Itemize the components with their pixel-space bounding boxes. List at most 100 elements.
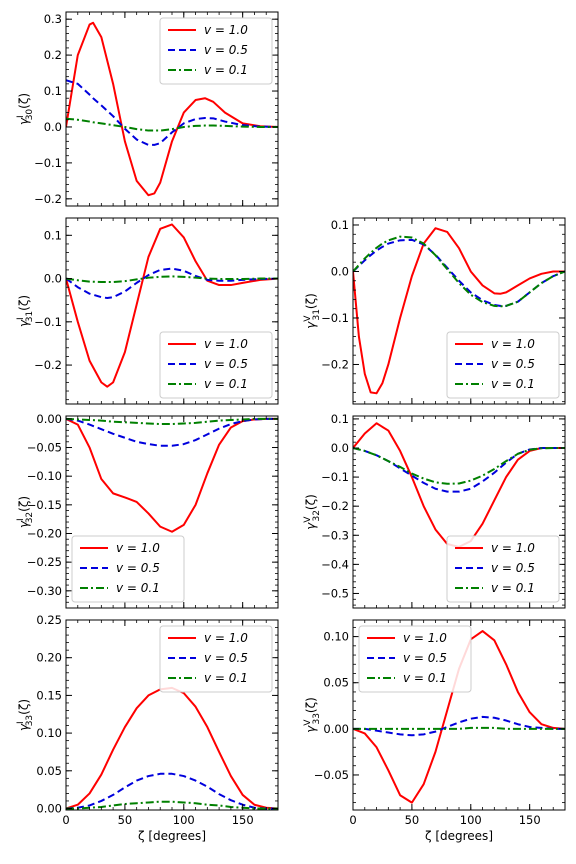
- series-line-v01: [353, 448, 565, 484]
- y-axis-label: γV31(ζ): [303, 293, 322, 329]
- xtick-label: 100: [460, 813, 482, 827]
- ylabel-argument: (ζ): [17, 93, 31, 109]
- xtick-label: 50: [118, 813, 133, 827]
- legend-label: v = 0.1: [204, 671, 248, 685]
- series-line-v05: [353, 448, 565, 492]
- ytick-label: −0.20: [27, 526, 62, 540]
- ytick-label: −0.05: [314, 768, 349, 782]
- ylabel-argument: (ζ): [304, 494, 318, 510]
- ytick-label: 0.05: [323, 676, 349, 690]
- legend-label: v = 1.0: [204, 631, 248, 645]
- legend-label: v = 0.5: [204, 651, 248, 665]
- ytick-label: 0.00: [36, 412, 62, 426]
- ylabel-subscript: 32: [312, 510, 322, 521]
- ylabel-argument: (ζ): [17, 699, 31, 715]
- ytick-label: −0.4: [321, 557, 349, 571]
- panel-gI32: −0.30 −0.25 −0.20 −0.15 −0.10 −0.05 0.00 γI32(ζ…: [16, 412, 278, 608]
- ytick-label: −0.5: [321, 586, 349, 600]
- ytick-label: 0.1: [44, 84, 62, 98]
- ytick-label: 0.10: [36, 726, 62, 740]
- legend-label: v = 1.0: [491, 541, 535, 555]
- legend-label: v = 0.1: [491, 581, 535, 595]
- ytick-label: −0.2: [321, 357, 349, 371]
- ytick-label: 0.1: [44, 228, 62, 242]
- y-axis-label: γI31(ζ): [16, 295, 35, 327]
- ytick-label: 0.0: [44, 120, 62, 134]
- legend: v = 1.0 v = 0.5 v = 0.1: [72, 536, 184, 602]
- ylabel-subscript: 33: [312, 713, 322, 724]
- legend: v = 1.0 v = 0.5 v = 0.1: [160, 626, 272, 692]
- legend-label: v = 0.1: [403, 671, 447, 685]
- legend-label: v = 0.5: [204, 43, 248, 57]
- ylabel-subscript: 32: [25, 512, 35, 523]
- legend: v = 1.0 v = 0.5 v = 0.1: [447, 332, 559, 398]
- legend-label: v = 0.5: [403, 651, 447, 665]
- ylabel-subscript: 31: [312, 309, 322, 320]
- series-line-v01: [353, 728, 565, 729]
- ylabel-argument: (ζ): [304, 697, 318, 713]
- ytick-label: −0.1: [34, 315, 62, 329]
- legend-label: v = 0.5: [491, 357, 535, 371]
- series-line-v01: [66, 276, 278, 282]
- ytick-label: 0.15: [36, 688, 62, 702]
- ytick-label: −0.15: [27, 498, 62, 512]
- panel-gI31: −0.2−0.10.00.1γI31(ζ)v = 1.0v = 0.5v = 0…: [16, 218, 278, 404]
- xtick-label: 0: [349, 813, 356, 827]
- legend-label: v = 0.1: [491, 377, 535, 391]
- legend: v = 1.0 v = 0.5 v = 0.1: [160, 332, 272, 398]
- panel-gV32: −0.5 −0.4 −0.3 −0.2 −0.1 0.0 0.1 γV32(ζ) v = 1.0…: [303, 412, 565, 608]
- series-line-v05: [66, 269, 278, 298]
- ylabel-subscript: 31: [25, 311, 35, 322]
- legend-label: v = 1.0: [116, 541, 160, 555]
- ytick-label: 0.25: [36, 613, 62, 627]
- ytick-label: 0.00: [36, 801, 62, 815]
- ylabel-argument: (ζ): [304, 293, 318, 309]
- ytick-label: −0.2: [34, 358, 62, 372]
- ytick-label: 0.05: [36, 764, 62, 778]
- legend-label: v = 0.5: [491, 561, 535, 575]
- ytick-label: 0.0: [44, 272, 62, 286]
- legend-label: v = 1.0: [491, 337, 535, 351]
- ytick-label: −0.1: [321, 470, 349, 484]
- xtick-label: 150: [232, 813, 254, 827]
- panel-gV31: −0.2 −0.1 0.0 0.1 γV31(ζ) v = 1.0 v = 0.5 v = 0…: [303, 218, 565, 404]
- ytick-label: 0.2: [44, 48, 62, 62]
- series-line-v1: [66, 419, 278, 532]
- ytick-label: −0.25: [27, 555, 62, 569]
- legend-label: v = 1.0: [204, 23, 248, 37]
- legend-label: v = 1.0: [403, 631, 447, 645]
- series-line-v1: [353, 423, 565, 547]
- ytick-label: −0.10: [27, 469, 62, 483]
- ytick-label: −0.1: [34, 156, 62, 170]
- ylabel-argument: (ζ): [17, 496, 31, 512]
- legend: v = 1.0 v = 0.5 v = 0.1: [359, 626, 471, 692]
- ytick-label: 0.1: [331, 218, 349, 232]
- xtick-label: 100: [173, 813, 195, 827]
- ylabel-argument: (ζ): [17, 295, 31, 311]
- legend-label: v = 0.5: [204, 357, 248, 371]
- y-axis-label: γV33(ζ): [303, 697, 322, 733]
- legend: v = 1.0 v = 0.5 v = 0.1: [447, 536, 559, 602]
- legend-label: v = 1.0: [204, 337, 248, 351]
- xtick-label: 0: [62, 813, 69, 827]
- panel-gV33: −0.05 0.00 0.05 0.10 0 50 100 150 ζ [degrees] γV3…: [303, 620, 565, 843]
- legend-label: v = 0.5: [116, 561, 160, 575]
- y-axis-label: γV32(ζ): [303, 494, 322, 530]
- xtick-label: 50: [405, 813, 420, 827]
- panel-gI33: 0.00 0.05 0.10 0.15 0.20 0.25 0 50 100 150 ζ [degr…: [16, 613, 278, 843]
- series-line-v05: [66, 80, 278, 145]
- x-axis-label: ζ [degrees]: [138, 829, 206, 843]
- ytick-label: −0.30: [27, 584, 62, 598]
- ytick-label: −0.2: [34, 192, 62, 206]
- x-axis-label: ζ [degrees]: [425, 829, 493, 843]
- legend-label: v = 0.1: [116, 581, 160, 595]
- ytick-label: −0.2: [321, 499, 349, 513]
- ytick-label: 0.00: [323, 722, 349, 736]
- ytick-label: 0.20: [36, 651, 62, 665]
- ytick-label: −0.1: [321, 311, 349, 325]
- ytick-label: −0.3: [321, 528, 349, 542]
- series-line-v05: [66, 419, 278, 446]
- ylabel-subscript: 33: [25, 715, 35, 726]
- legend-label: v = 0.1: [204, 63, 248, 77]
